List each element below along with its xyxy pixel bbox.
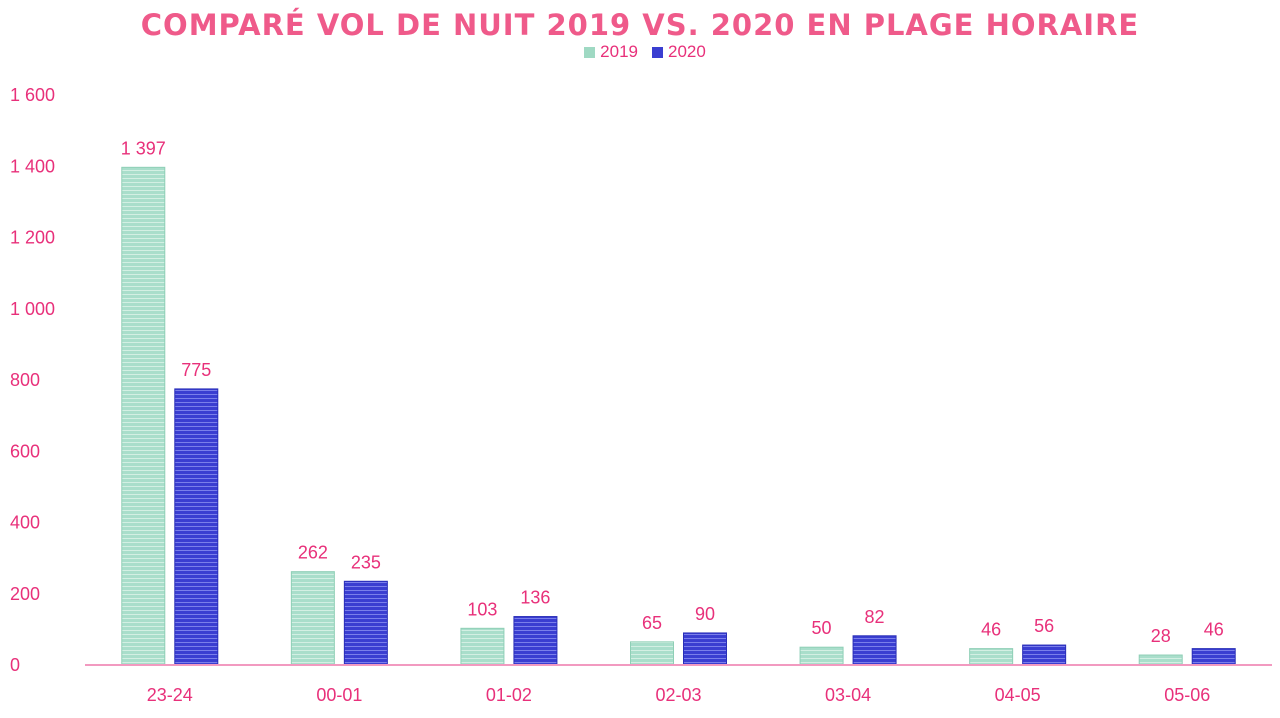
x-tick-label: 00-01 [316,685,362,705]
data-label-2019-01-02: 103 [467,599,497,619]
legend-label-2019: 2019 [600,42,638,61]
data-label-2019-23-24: 1 397 [121,138,166,158]
bar-2020-04-05 [1022,644,1067,666]
bar-2020-05-06 [1191,648,1236,666]
bars: 1 397 775 262 235 103 136 65 90 50 82 46 56 28 46 [121,138,1236,666]
legend-swatch-2020 [652,46,663,58]
legend: 2019 2020 [0,42,1280,62]
y-tick-label: 1 000 [10,299,55,319]
y-tick-label: 400 [10,513,40,533]
data-label-2020-04-05: 56 [1034,616,1054,636]
data-label-2020-01-02: 136 [520,588,550,608]
x-tick-label: 05-06 [1164,685,1210,705]
bar-2019-05-06 [1138,654,1183,666]
bar-2019-04-05 [969,648,1014,666]
bar-2020-00-01 [343,580,388,666]
data-label-2019-00-01: 262 [298,543,328,563]
y-tick-label: 800 [10,370,40,390]
x-tick-label: 04-05 [995,685,1041,705]
x-tick-label: 02-03 [655,685,701,705]
bar-2020-23-24 [174,388,219,666]
x-axis: 23-24 00-01 01-02 02-03 03-04 04-05 05-06 [85,664,1272,705]
x-tick-label: 03-04 [825,685,871,705]
y-tick-label: 200 [10,584,40,604]
x-tick-label: 01-02 [486,685,532,705]
data-label-2020-03-04: 82 [865,607,885,627]
y-axis: 0 200 400 600 800 1 000 1 200 1 400 1 600 [10,85,55,675]
legend-item-2020: 2020 [652,42,706,62]
bar-2020-02-03 [683,632,727,666]
legend-label-2020: 2020 [668,42,706,61]
legend-item-2019: 2019 [584,42,638,62]
data-label-2019-04-05: 46 [981,620,1001,640]
data-label-2020-05-06: 46 [1204,620,1224,640]
y-tick-label: 1 400 [10,156,55,176]
y-tick-label: 0 [10,655,20,675]
legend-swatch-2019 [584,46,596,58]
bar-2019-02-03 [630,641,674,666]
bar-2020-03-04 [852,635,897,666]
data-label-2020-02-03: 90 [695,604,715,624]
data-label-2019-05-06: 28 [1151,626,1171,646]
data-label-2020-23-24: 775 [181,360,211,380]
data-label-2019-03-04: 50 [812,618,832,638]
chart-title: COMPARÉ VOL DE NUIT 2019 VS. 2020 EN PLA… [140,8,1140,42]
bar-2020-01-02 [513,616,558,666]
y-tick-label: 600 [10,441,40,461]
bar-2019-00-01 [290,571,335,666]
y-tick-label: 1 600 [10,85,55,105]
x-tick-label: 23-24 [147,685,193,705]
bar-2019-03-04 [799,646,844,666]
bar-2019-23-24 [121,166,166,666]
bar-2019-01-02 [460,627,505,666]
y-tick-label: 1 200 [10,228,55,248]
data-label-2019-02-03: 65 [642,613,662,633]
data-label-2020-00-01: 235 [351,552,381,572]
